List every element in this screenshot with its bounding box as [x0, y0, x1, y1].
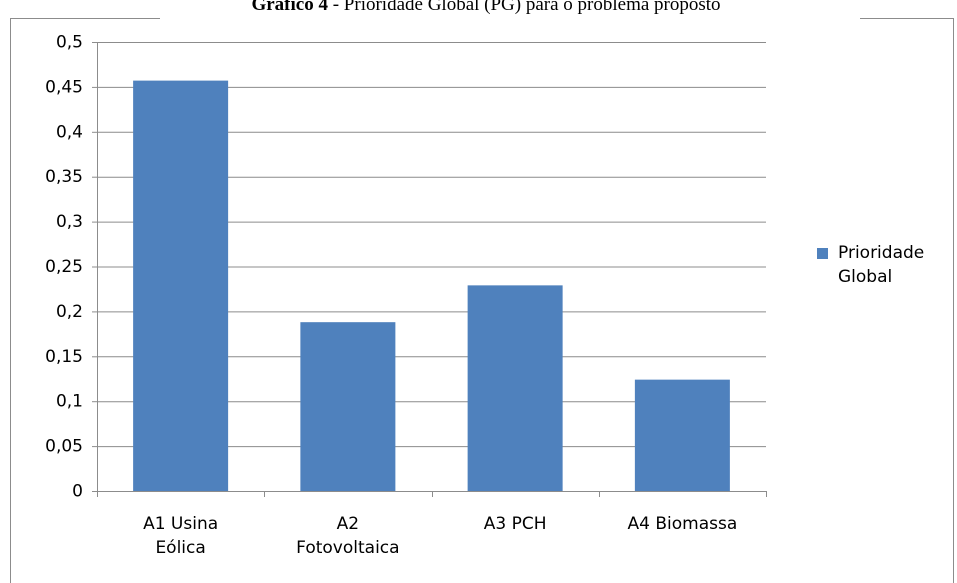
x-tick-label: A1 Usina Eólica — [143, 514, 219, 558]
y-tick-label: 0,5 — [56, 33, 83, 53]
bar — [133, 80, 229, 491]
y-tick-label: 0,25 — [45, 257, 83, 277]
y-tick-label: 0 — [72, 482, 83, 502]
y-tick-label: 0,1 — [56, 392, 83, 412]
title-prefix: Gráfico 4 — [251, 0, 328, 15]
y-tick-label: 0,15 — [45, 347, 83, 367]
y-tick-label: 0,4 — [56, 122, 83, 142]
y-tick-label: 0,05 — [45, 437, 83, 457]
legend-swatch — [817, 248, 828, 259]
legend-label: Prioridade Global — [838, 243, 925, 287]
x-tick-label: A3 PCH — [483, 514, 547, 534]
chart-title: Gráfico 4 - Prioridade Global (PG) para … — [251, 0, 720, 15]
bar — [634, 379, 730, 491]
title-bg — [160, 0, 860, 20]
y-tick-label: 0,35 — [45, 167, 83, 187]
bar — [467, 285, 563, 491]
y-tick-label: 0,45 — [45, 77, 83, 97]
title-text: - Prioridade Global (PG) para o problema… — [333, 0, 721, 15]
bar — [300, 322, 396, 491]
y-tick-label: 0,3 — [56, 212, 83, 232]
y-tick-label: 0,2 — [56, 302, 83, 322]
x-tick-label: A2 Fotovoltaica — [296, 514, 400, 558]
x-tick-label: A4 Biomassa — [627, 514, 738, 534]
